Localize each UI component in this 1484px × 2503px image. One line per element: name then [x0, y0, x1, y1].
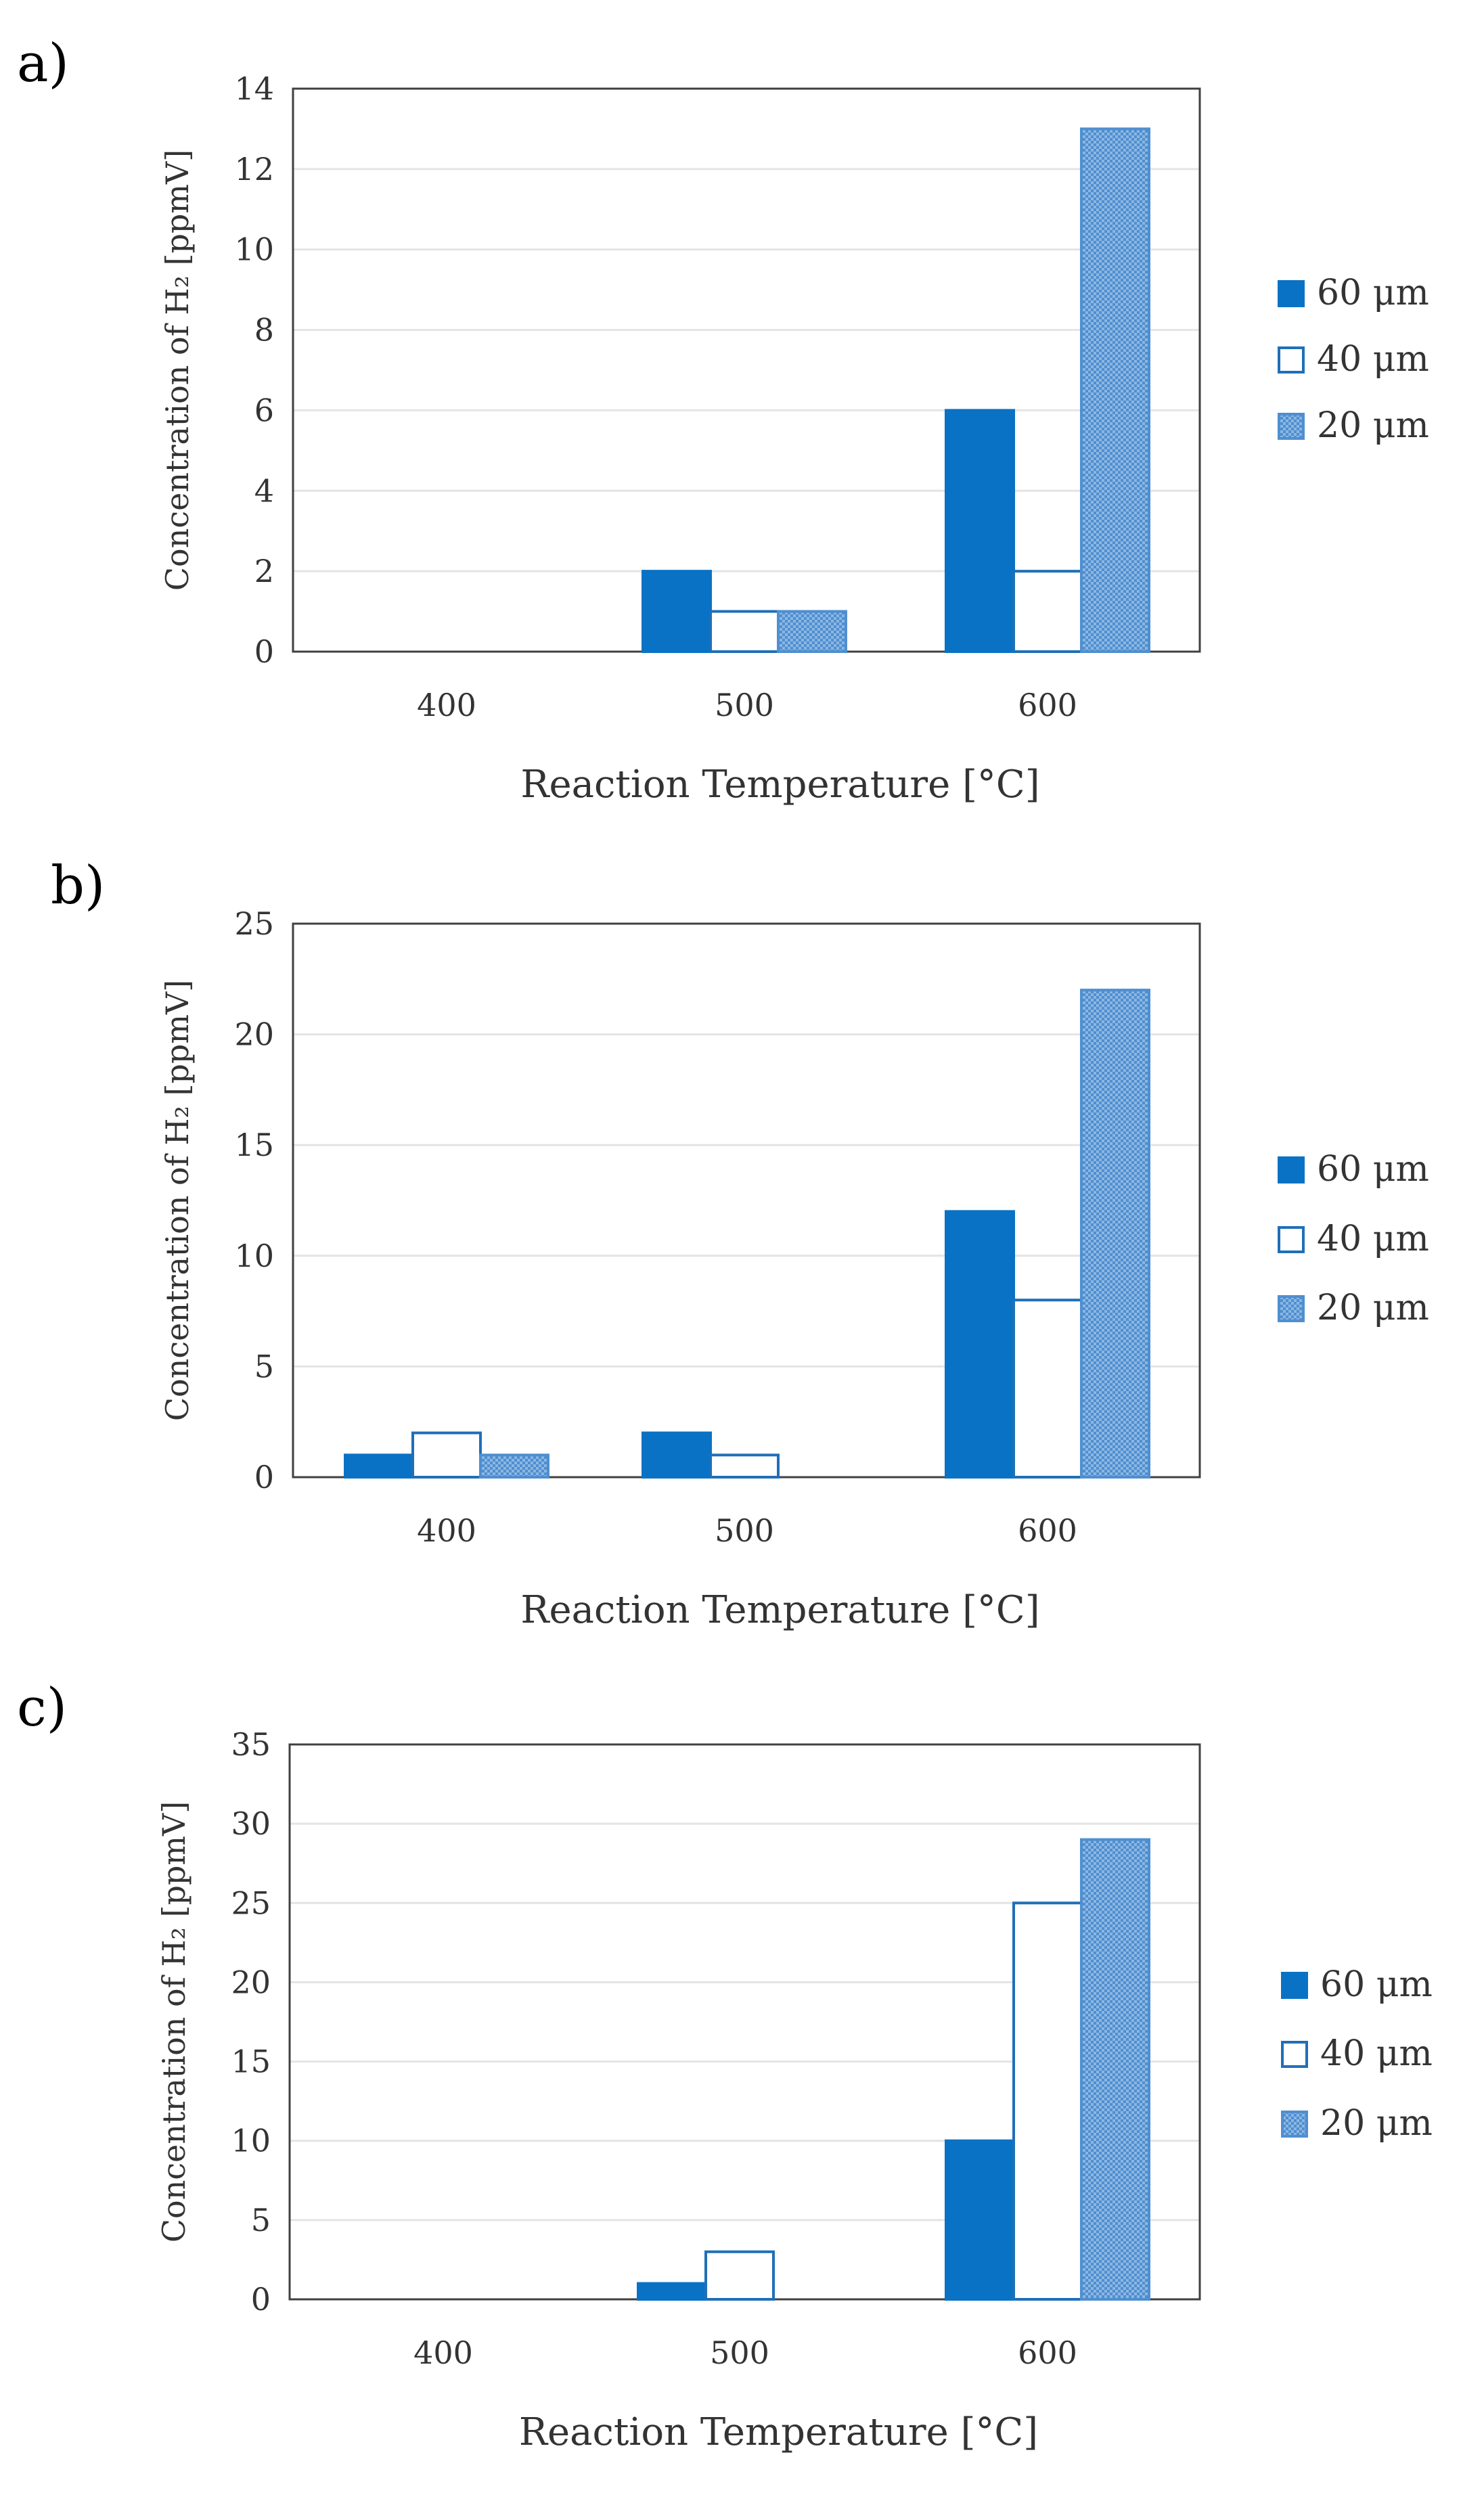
y-tick-label: 14 [234, 70, 274, 107]
y-axis-title: Concentration of H₂ [ppmV] [159, 980, 196, 1421]
legend-label: 20 μm [1317, 1288, 1429, 1328]
chart-panel-2: b) 0 5 10 15 20 25 400 500 600 Reaction Temperatur… [51, 855, 1429, 1632]
y-tick-label: 5 [251, 2202, 271, 2238]
legend-label: 40 μm [1317, 1219, 1429, 1259]
y-tick-label: 20 [234, 1016, 274, 1053]
legend-swatch [1281, 2041, 1308, 2068]
legend-label: 60 μm [1320, 1964, 1433, 2005]
x-tick-label: 600 [1018, 1512, 1077, 1549]
legend-swatch [1281, 1972, 1308, 1999]
y-tick-label: 10 [234, 231, 274, 268]
legend-label: 40 μm [1317, 339, 1429, 380]
x-tick-label: 600 [1018, 687, 1077, 723]
y-tick-label: 10 [234, 1238, 274, 1274]
bar-400-40um [411, 1431, 482, 1479]
y-tick-label: 2 [254, 553, 274, 589]
bar-400-20um [479, 1453, 549, 1479]
legend-swatch [1278, 280, 1305, 307]
panel-label: c) [17, 1677, 67, 1738]
legend-swatch [1278, 1156, 1305, 1183]
x-axis-title: Reaction Temperature [°C] [520, 1588, 1039, 1632]
x-tick-label: 400 [417, 687, 476, 723]
bar-400-60um [344, 1453, 414, 1479]
legend-label: 60 μm [1317, 1149, 1429, 1190]
chart-panel-3: c) 0 5 10 15 20 25 30 35 400 500 600 Reaction Temper… [17, 1677, 1433, 2454]
panel-label: a) [17, 33, 69, 94]
y-tick-label: 4 [254, 472, 274, 509]
bar-500-40um [709, 610, 780, 653]
x-tick-label: 600 [1018, 2335, 1077, 2371]
y-axis-title: Concentration of H₂ [ppmV] [159, 150, 196, 591]
y-tick-label: 0 [254, 633, 274, 670]
y-tick-label: 10 [231, 2123, 271, 2159]
bar-600-40um [1012, 1299, 1083, 1479]
y-tick-label: 12 [234, 151, 274, 187]
legend-label: 60 μm [1317, 273, 1429, 313]
y-tick-label: 20 [231, 1964, 271, 2000]
x-axis-title: Reaction Temperature [°C] [519, 2410, 1038, 2454]
y-tick-label: 30 [231, 1805, 271, 1842]
y-tick-label: 25 [234, 905, 274, 942]
panel-label: b) [51, 855, 105, 916]
legend-label: 20 μm [1317, 405, 1429, 446]
bar-500-20um [777, 610, 847, 653]
legend-swatch [1281, 2111, 1308, 2138]
x-tick-label: 400 [417, 1512, 476, 1549]
bar-500-60um [642, 1431, 712, 1479]
x-axis-title: Reaction Temperature [°C] [520, 763, 1039, 807]
x-tick-label: 500 [715, 1512, 774, 1549]
y-tick-label: 6 [254, 392, 274, 428]
y-tick-label: 35 [231, 1726, 271, 1763]
bar-500-40um [709, 1453, 780, 1479]
x-tick-label: 500 [715, 687, 774, 723]
bar-600-20um [1080, 989, 1150, 1479]
legend-swatch [1278, 346, 1305, 374]
y-tick-label: 15 [231, 2044, 271, 2080]
y-tick-label: 0 [251, 2281, 271, 2318]
y-tick-label: 15 [234, 1127, 274, 1163]
bar-600-40um [1012, 570, 1083, 654]
y-tick-label: 8 [254, 312, 274, 348]
bar-600-20um [1080, 1838, 1150, 2301]
bar-500-60um [637, 2282, 707, 2301]
legend-label: 40 μm [1320, 2033, 1433, 2074]
plot-frame [292, 87, 1201, 653]
x-tick-label: 400 [413, 2335, 473, 2371]
y-axis-title: Concentration of H₂ [ppmV] [156, 1801, 192, 2242]
legend-swatch [1278, 1226, 1305, 1253]
y-tick-label: 25 [231, 1885, 271, 1921]
bar-600-40um [1012, 1901, 1083, 2301]
y-tick-label: 0 [254, 1459, 274, 1495]
legend-label: 20 μm [1320, 2103, 1433, 2144]
bar-500-40um [704, 2250, 775, 2301]
legend-swatch [1278, 1295, 1305, 1322]
x-tick-label: 500 [710, 2335, 769, 2371]
bar-500-60um [642, 570, 712, 654]
bar-600-60um [945, 1210, 1015, 1479]
chart-panel-1: a) 0 2 4 6 8 10 12 14 400 500 600 Reaction Temperatu… [17, 33, 1429, 807]
bar-600-60um [945, 409, 1015, 654]
bar-600-20um [1080, 127, 1150, 653]
y-tick-label: 5 [254, 1348, 274, 1384]
bar-600-60um [945, 2139, 1015, 2301]
legend-swatch [1278, 413, 1305, 440]
